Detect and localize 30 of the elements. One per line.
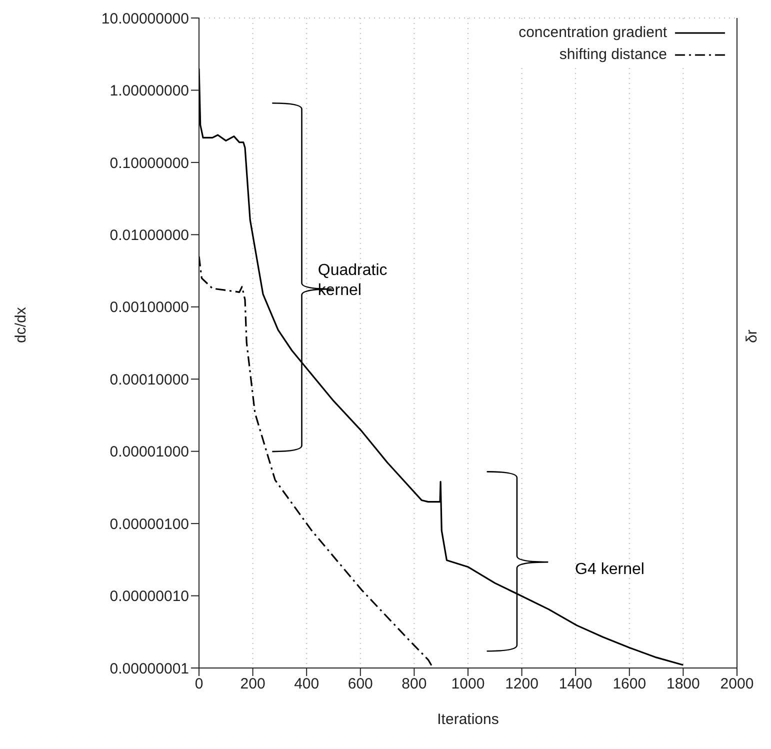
line-series [199, 256, 434, 668]
x-tick-label: 1200 [505, 676, 538, 693]
y-tick-label: 0.00001000 [110, 444, 189, 461]
x-tick-label: 400 [294, 676, 320, 693]
y-tick-label: 0.00100000 [110, 299, 189, 316]
x-tick-label: 1000 [451, 676, 485, 693]
y-tick-label: 0.00000010 [110, 588, 189, 606]
legend-label: shifting distance [559, 45, 667, 65]
x-axis-title: Iterations [437, 711, 499, 728]
x-tick-label: 1400 [558, 676, 592, 693]
y-tick-label: 0.00000100 [110, 516, 189, 533]
line-series [199, 68, 684, 666]
x-tick-label: 600 [348, 676, 373, 693]
y-tick-label: 0.01000000 [110, 226, 189, 244]
annotation: G4 kernel [575, 560, 644, 578]
x-tick-label: 800 [402, 676, 427, 693]
y2-axis-title: δr [743, 330, 760, 343]
y-axis-title: dc/dx [12, 306, 30, 343]
x-tick-label: 0 [194, 676, 204, 693]
y-tick-label: 0.00000001 [110, 660, 189, 678]
x-tick-label: 1800 [666, 676, 700, 693]
y-tick-label: 1.00000000 [110, 82, 189, 100]
y-tick-label: 10.00000000 [101, 10, 189, 28]
y-tick-label: 0.10000000 [110, 154, 189, 172]
legend-label: concentration gradient [518, 23, 667, 43]
y-tick-label: 0.00010000 [110, 371, 189, 388]
x-tick-label: 200 [240, 676, 266, 693]
x-tick-label: 1600 [612, 676, 646, 693]
x-tick-label: 2000 [720, 676, 754, 693]
annotation: Quadratic kernel [318, 262, 388, 299]
